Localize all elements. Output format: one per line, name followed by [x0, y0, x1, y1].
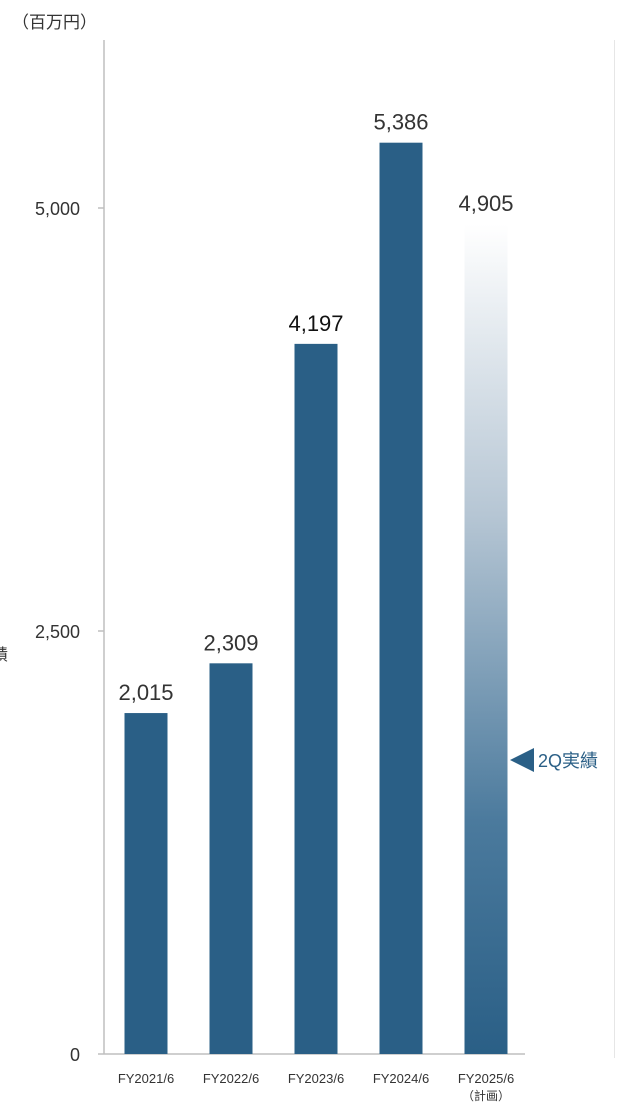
y-tick-label: 5,000 [35, 199, 80, 219]
plan-marker: 2Q実績 [510, 745, 598, 775]
bar [294, 343, 338, 1054]
data-label: 2,309 [203, 630, 258, 655]
x-tick-label: FY2021/6 [118, 1071, 174, 1086]
bar [124, 713, 168, 1054]
bar [379, 142, 423, 1055]
right-separator [614, 40, 615, 1058]
unit-label: （百万円） [12, 13, 97, 32]
y-tick-label: 2,500 [35, 622, 80, 642]
x-tick-label: FY2022/6 [203, 1071, 259, 1086]
data-label: 4,197 [288, 311, 343, 336]
bar [209, 663, 253, 1054]
triangle-pointer-icon [510, 748, 534, 772]
x-tick-label: FY2025/6 [458, 1071, 514, 1086]
x-tick-label: FY2023/6 [288, 1071, 344, 1086]
y-tick-label: 0 [70, 1045, 80, 1065]
data-label: 2,015 [118, 680, 173, 705]
bar-plan [464, 224, 508, 1055]
data-label: 4,905 [458, 191, 513, 216]
x-tick-label: FY2024/6 [373, 1071, 429, 1086]
marker-label: 2Q実績 [538, 751, 599, 771]
cut-off-text: 績 [0, 647, 9, 664]
x-tick-sublabel: （計画） [462, 1088, 510, 1103]
data-label: 5,386 [373, 110, 428, 135]
